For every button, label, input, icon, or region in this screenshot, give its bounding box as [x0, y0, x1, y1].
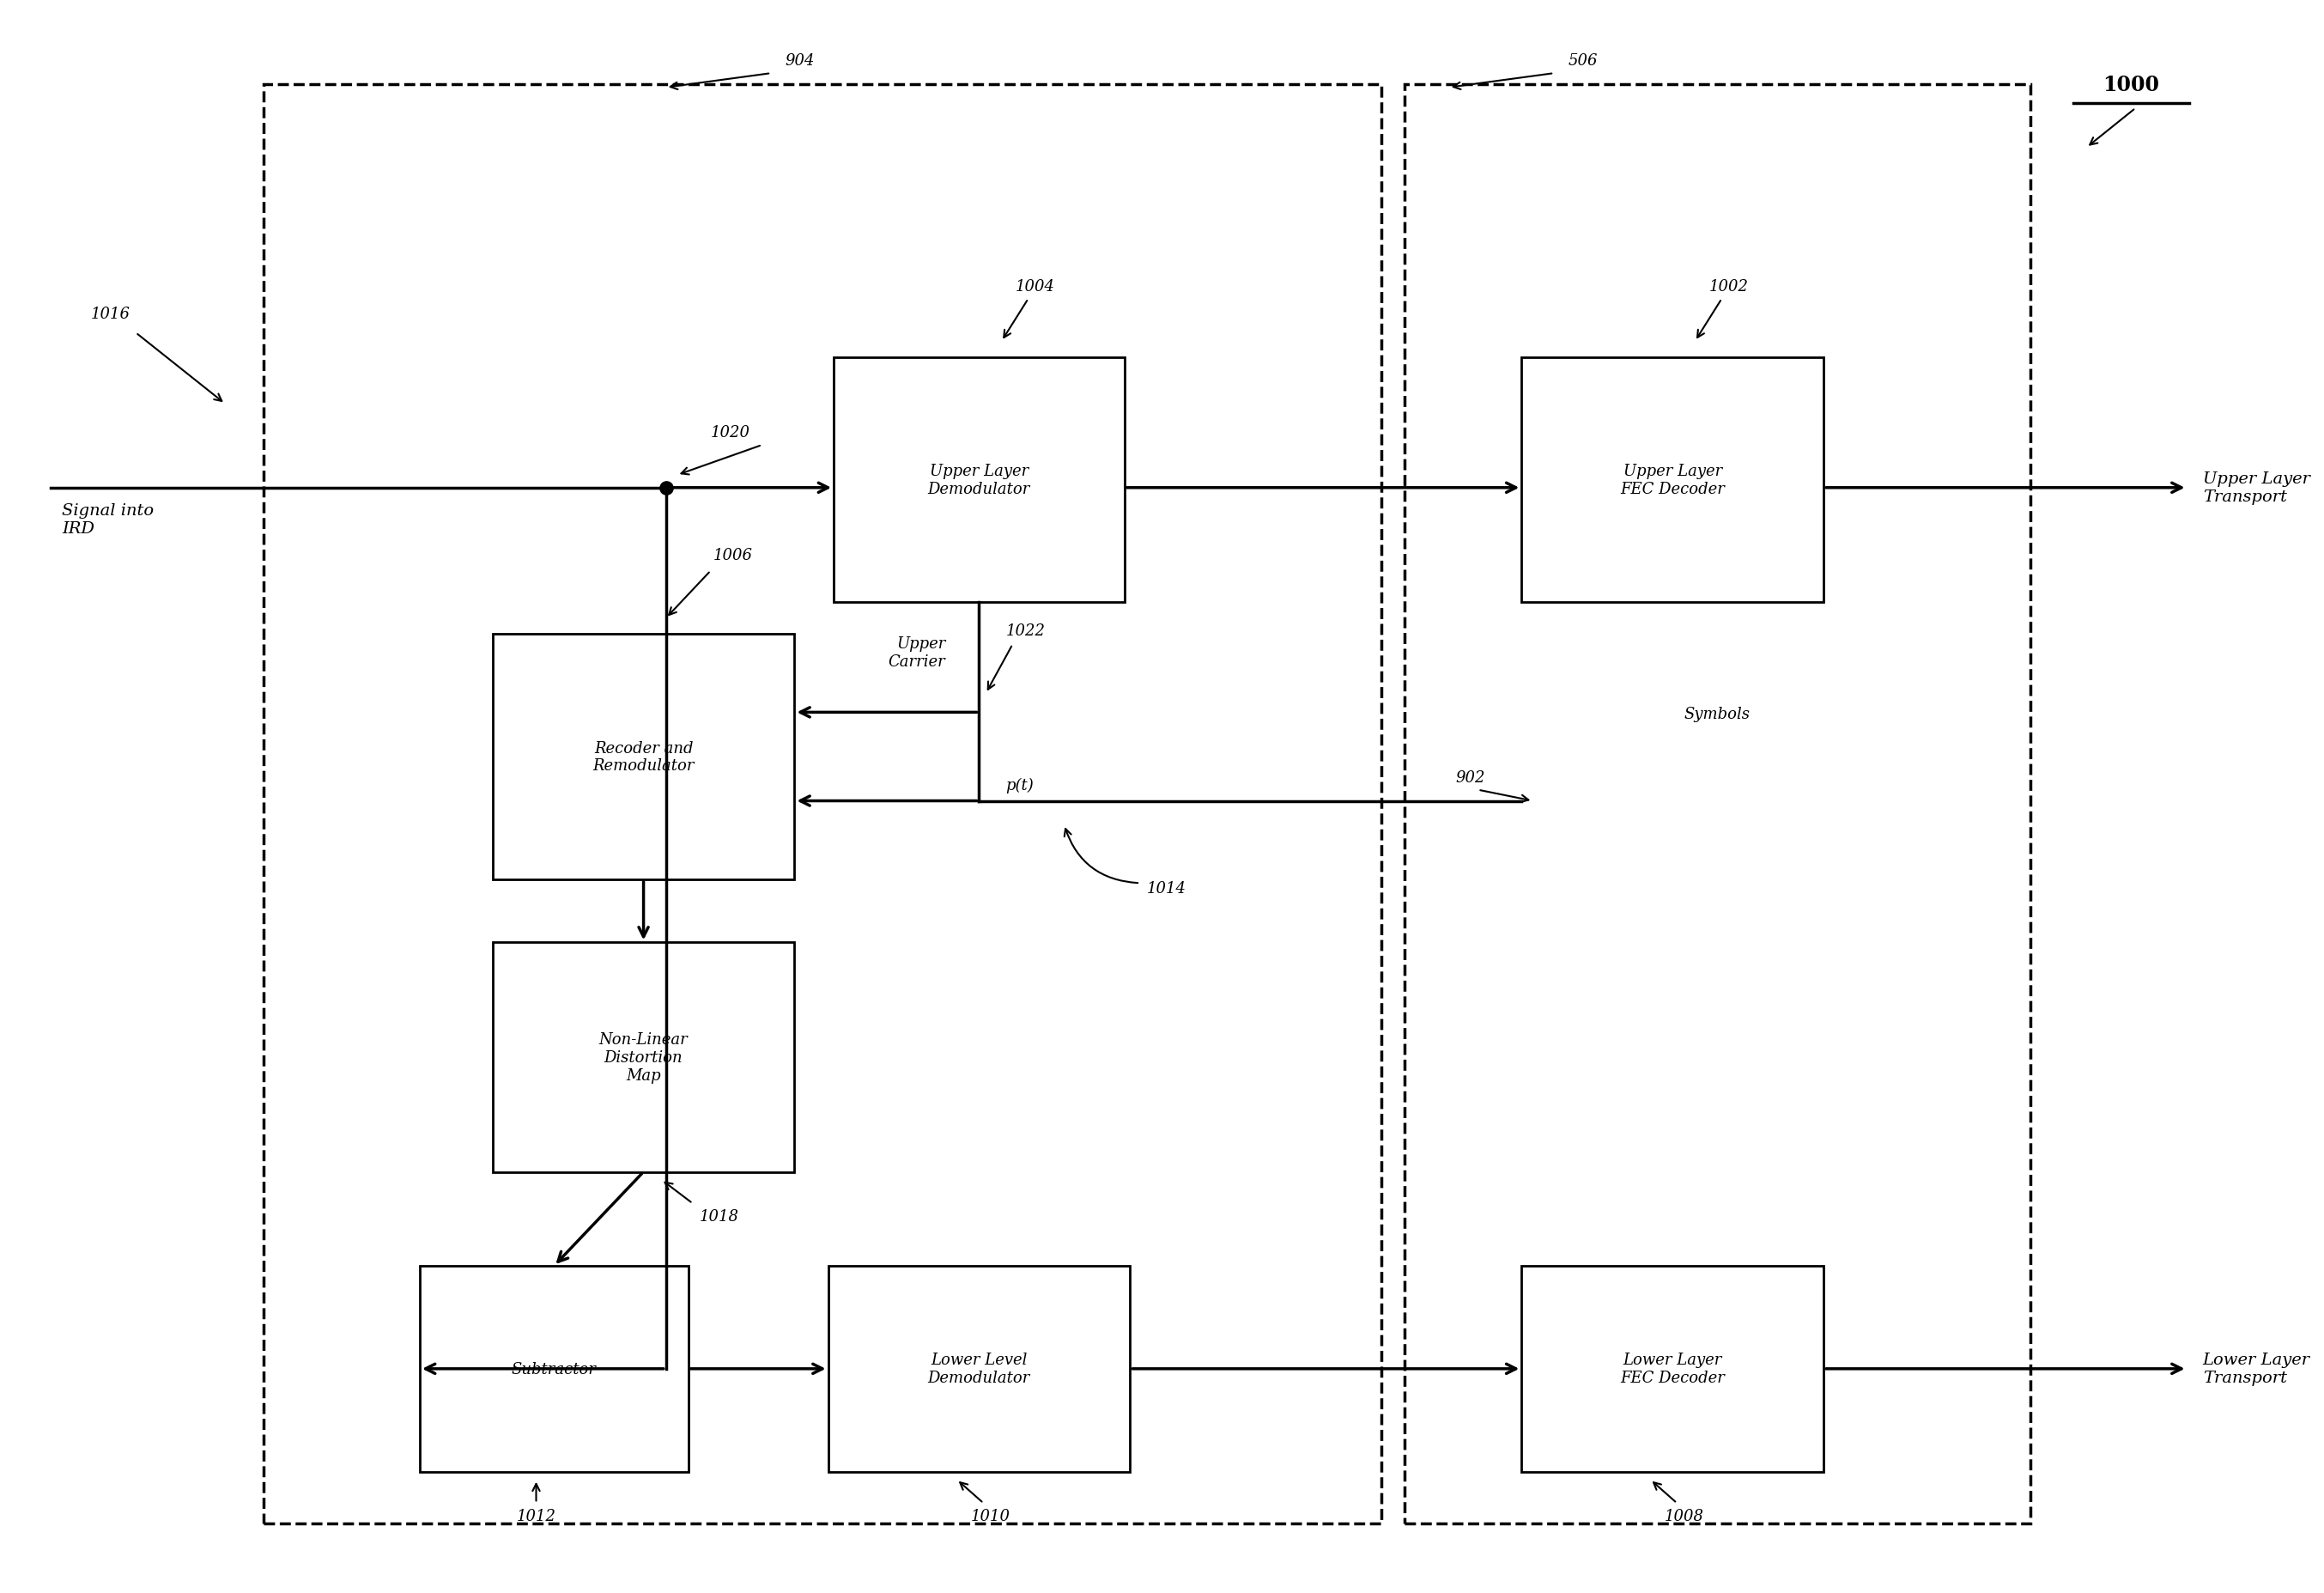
Text: 1014: 1014	[1146, 881, 1185, 895]
Text: p(t): p(t)	[1006, 777, 1034, 793]
Text: 1018: 1018	[700, 1209, 739, 1223]
Text: Signal into
IRD: Signal into IRD	[63, 503, 153, 537]
Text: Lower Level
Demodulator: Lower Level Demodulator	[927, 1352, 1030, 1386]
FancyBboxPatch shape	[421, 1266, 688, 1472]
Text: 1008: 1008	[1664, 1509, 1703, 1523]
FancyBboxPatch shape	[493, 943, 795, 1172]
Text: Upper
Carrier: Upper Carrier	[888, 636, 946, 669]
Text: Recoder and
Remodulator: Recoder and Remodulator	[593, 741, 695, 774]
Text: 1004: 1004	[1016, 279, 1055, 295]
Text: 1010: 1010	[971, 1509, 1011, 1523]
Text: 1016: 1016	[91, 306, 130, 322]
Text: 1022: 1022	[1006, 623, 1046, 639]
Text: 1012: 1012	[516, 1509, 555, 1523]
Text: 1000: 1000	[2103, 75, 2159, 96]
Text: 1002: 1002	[1708, 279, 1748, 295]
Text: 1006: 1006	[713, 548, 753, 562]
Text: Subtractor: Subtractor	[511, 1360, 597, 1376]
Text: Symbols: Symbols	[1685, 707, 1750, 722]
Text: Upper Layer
Transport: Upper Layer Transport	[2203, 472, 2310, 505]
FancyBboxPatch shape	[834, 358, 1125, 602]
Text: 506: 506	[1569, 54, 1599, 68]
FancyBboxPatch shape	[1522, 358, 1824, 602]
FancyBboxPatch shape	[493, 634, 795, 879]
Text: Upper Layer
Demodulator: Upper Layer Demodulator	[927, 464, 1030, 497]
Text: Lower Layer
Transport: Lower Layer Transport	[2203, 1352, 2310, 1386]
Text: 1020: 1020	[711, 425, 751, 441]
Bar	[263, 84, 1383, 1525]
FancyBboxPatch shape	[1522, 1266, 1824, 1472]
Text: Upper Layer
FEC Decoder: Upper Layer FEC Decoder	[1620, 464, 1724, 497]
Text: Lower Layer
FEC Decoder: Lower Layer FEC Decoder	[1620, 1352, 1724, 1386]
Text: Non-Linear
Distortion
Map: Non-Linear Distortion Map	[600, 1032, 688, 1083]
FancyBboxPatch shape	[827, 1266, 1129, 1472]
Text: 904: 904	[786, 54, 816, 68]
Bar	[1404, 84, 2031, 1525]
Text: 902: 902	[1455, 769, 1485, 785]
